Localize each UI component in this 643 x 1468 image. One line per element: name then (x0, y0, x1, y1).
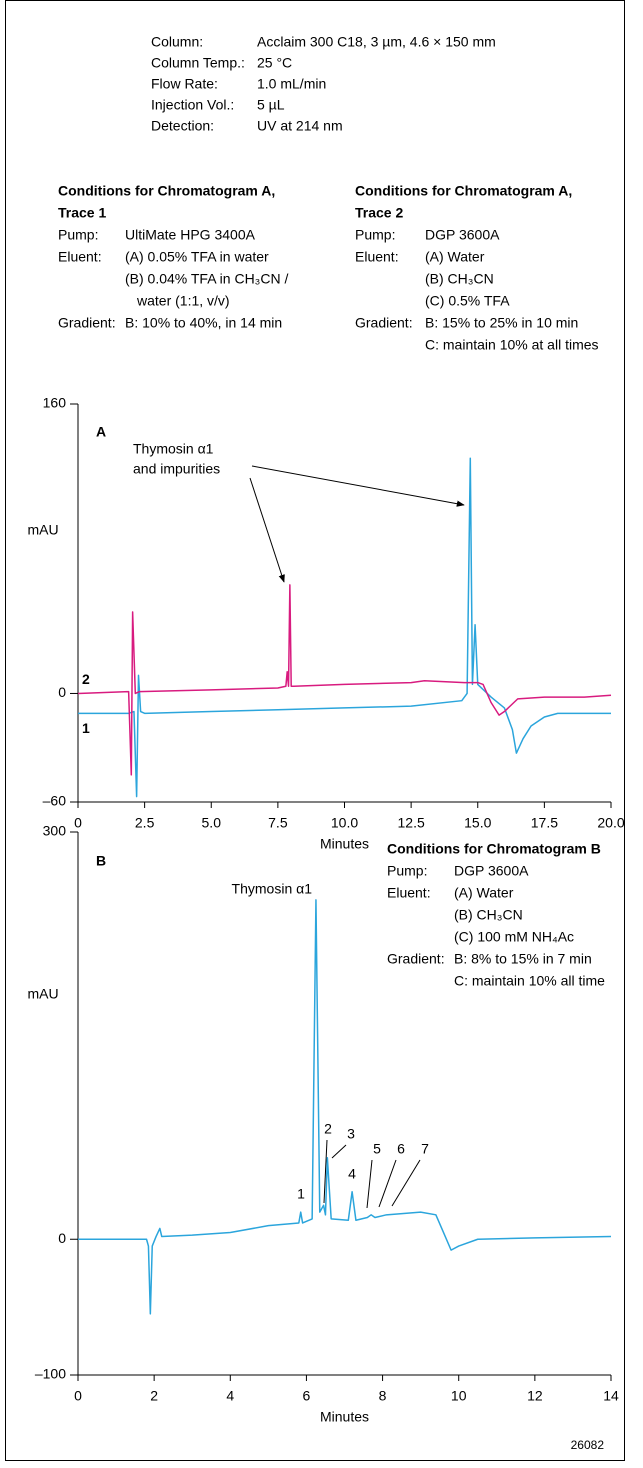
condition-label: Injection Vol.: (151, 97, 234, 113)
conditions-heading: Conditions for Chromatogram A, (58, 183, 275, 199)
condition-label: Flow Rate: (151, 76, 218, 92)
condition-label: Pump: (58, 227, 98, 243)
condition-label: Column Temp.: (151, 55, 245, 71)
condition-label: Eluent: (355, 249, 399, 265)
y-tick-label: 0 (58, 684, 66, 700)
condition-value: (B) 0.04% TFA in CH₃CN / (125, 271, 288, 287)
condition-label: Gradient: (58, 315, 116, 331)
x-tick-label: 20.0 (597, 815, 624, 831)
series-label: 1 (82, 720, 90, 736)
x-tick-label: 6 (303, 1388, 311, 1404)
x-tick-label: 10.0 (331, 815, 358, 831)
condition-label: Eluent: (387, 885, 431, 901)
condition-value: (C) 0.5% TFA (425, 293, 510, 309)
condition-value: (C) 100 mM NH₄Ac (454, 929, 574, 945)
x-tick-label: 8 (379, 1388, 387, 1404)
x-tick-label: 15.0 (464, 815, 491, 831)
peak-label: 4 (348, 1166, 356, 1182)
arrow (251, 465, 465, 507)
condition-value: B: 10% to 40%, in 14 min (125, 315, 282, 331)
condition-value: 5 µL (257, 97, 285, 113)
x-tick-label: 7.5 (268, 815, 288, 831)
conditions-heading: Conditions for Chromatogram B (387, 841, 601, 857)
leader-line (323, 1139, 328, 1204)
condition-value: UltiMate HPG 3400A (125, 227, 256, 243)
leader-line (331, 1144, 347, 1159)
x-tick-label: 0 (74, 815, 82, 831)
y-axis-label: mAU (27, 522, 58, 538)
peak-label: 1 (297, 1186, 305, 1202)
condition-label: Pump: (355, 227, 395, 243)
x-tick-label: 17.5 (531, 815, 558, 831)
y-tick-label: 300 (43, 823, 67, 839)
y-tick-label: –100 (35, 1366, 66, 1382)
x-tick-label: 4 (226, 1388, 234, 1404)
trace (78, 899, 612, 1315)
peak-label: 2 (324, 1121, 332, 1137)
peak-label: 5 (373, 1141, 381, 1157)
condition-label: Detection: (151, 118, 214, 134)
annotation: Thymosin α1 (133, 441, 214, 457)
condition-label: Eluent: (58, 249, 102, 265)
condition-value: (B) CH₃CN (425, 271, 494, 287)
condition-value: (A) Water (425, 249, 485, 265)
y-tick-label: –60 (43, 793, 67, 809)
frame (5, 0, 625, 1461)
x-tick-label: 5.0 (202, 815, 222, 831)
trace (77, 584, 612, 776)
annotation: Thymosin α1 (232, 881, 313, 897)
peak-label: 3 (347, 1126, 355, 1142)
condition-value: B: 15% to 25% in 10 min (425, 315, 578, 331)
peak-label: 7 (421, 1141, 429, 1157)
condition-value: (A) 0.05% TFA in water (125, 249, 269, 265)
condition-value: 25 °C (257, 55, 292, 71)
condition-label: Pump: (387, 863, 427, 879)
conditions-heading: Conditions for Chromatogram A, (355, 183, 572, 199)
x-tick-label: 14 (603, 1388, 619, 1404)
chart-title: A (96, 424, 106, 440)
x-tick-label: 12.5 (398, 815, 425, 831)
trace (78, 457, 611, 798)
condition-value: UV at 214 nm (257, 118, 343, 134)
condition-value: C: maintain 10% all time (454, 973, 605, 989)
series-label: 2 (82, 671, 90, 687)
x-axis-label: Minutes (320, 1409, 369, 1425)
y-axis-label: mAU (27, 986, 58, 1002)
condition-value: water (1:1, v/v) (136, 293, 230, 309)
annotation: and impurities (133, 461, 220, 477)
x-tick-label: 12 (527, 1388, 543, 1404)
leader-line (366, 1159, 373, 1209)
condition-value: C: maintain 10% at all times (425, 337, 599, 353)
x-tick-label: 0 (74, 1388, 82, 1404)
peak-label: 6 (397, 1141, 405, 1157)
condition-value: DGP 3600A (454, 863, 529, 879)
x-tick-label: 10 (451, 1388, 467, 1404)
y-tick-label: 160 (43, 395, 67, 411)
condition-value: (A) Water (454, 885, 514, 901)
x-tick-label: 2 (150, 1388, 158, 1404)
conditions-heading: Trace 2 (355, 205, 403, 221)
condition-label: Gradient: (355, 315, 413, 331)
condition-value: B: 8% to 15% in 7 min (454, 951, 592, 967)
leader-line (378, 1159, 397, 1208)
x-tick-label: 2.5 (135, 815, 155, 831)
condition-value: Acclaim 300 C18, 3 µm, 4.6 × 150 mm (257, 34, 496, 50)
condition-label: Column: (151, 34, 203, 50)
conditions-heading: Trace 1 (58, 205, 106, 221)
arrow (249, 477, 285, 583)
leader-line (391, 1159, 421, 1207)
condition-value: (B) CH₃CN (454, 907, 523, 923)
figure-number: 26082 (571, 1438, 605, 1452)
condition-value: DGP 3600A (425, 227, 500, 243)
condition-value: 1.0 mL/min (257, 76, 326, 92)
chart-title: B (96, 853, 106, 869)
x-axis-label: Minutes (320, 836, 369, 852)
y-tick-label: 0 (58, 1230, 66, 1246)
condition-label: Gradient: (387, 951, 445, 967)
